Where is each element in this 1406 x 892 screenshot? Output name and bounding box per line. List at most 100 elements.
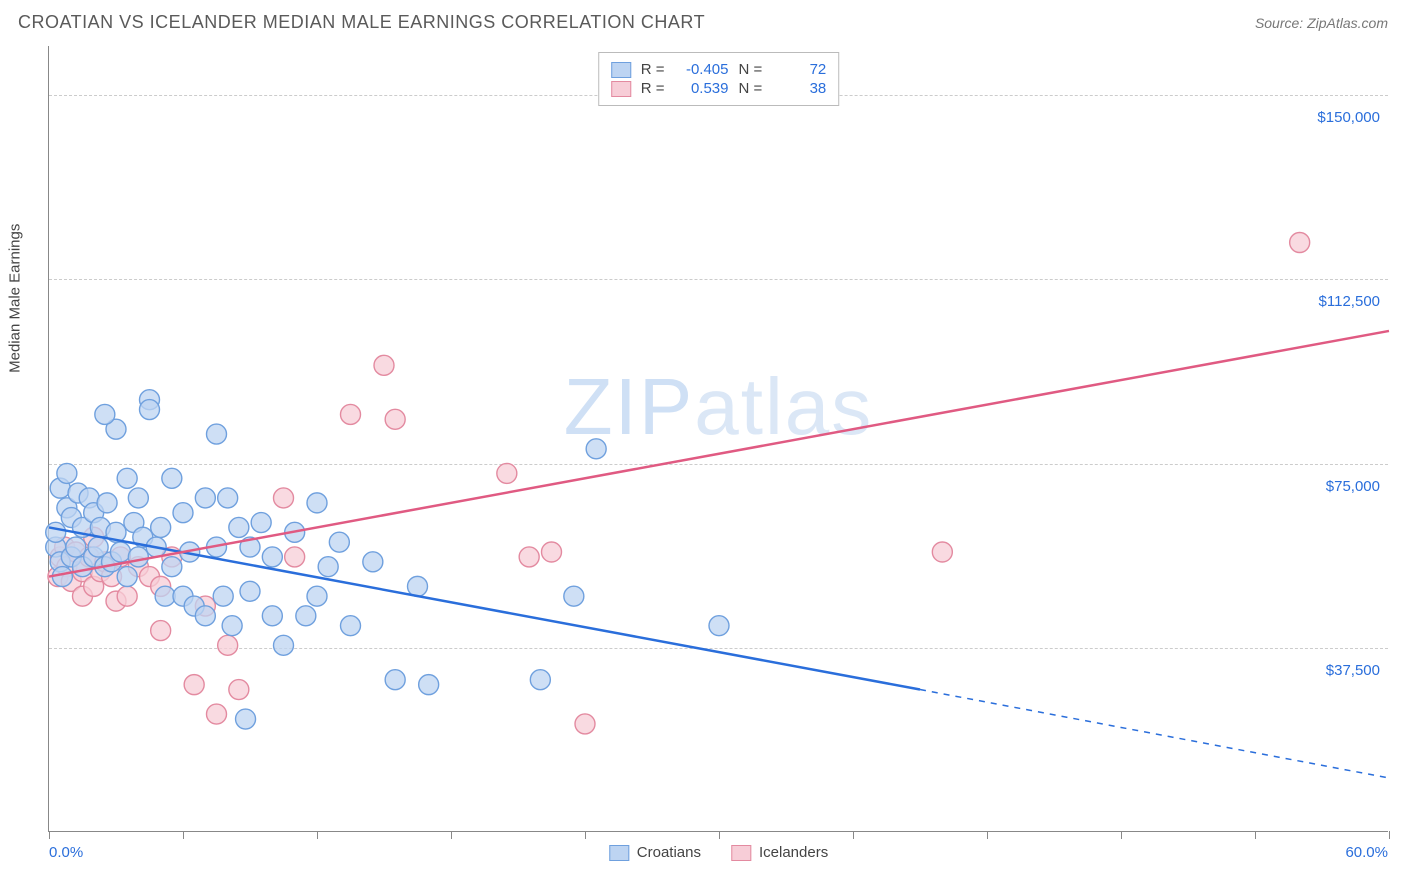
scatter-point-icelanders bbox=[341, 404, 361, 424]
scatter-point-croatians bbox=[207, 424, 227, 444]
regression-line-icelanders bbox=[49, 331, 1389, 577]
scatter-point-icelanders bbox=[932, 542, 952, 562]
x-tick bbox=[183, 831, 184, 839]
x-tick bbox=[451, 831, 452, 839]
stat-r-label-1: R = bbox=[641, 61, 665, 78]
scatter-point-icelanders bbox=[151, 621, 171, 641]
scatter-point-croatians bbox=[329, 532, 349, 552]
scatter-point-icelanders bbox=[229, 680, 249, 700]
x-tick bbox=[1255, 831, 1256, 839]
swatch-series1 bbox=[611, 62, 631, 78]
chart-title: CROATIAN VS ICELANDER MEDIAN MALE EARNIN… bbox=[18, 12, 705, 33]
x-tick bbox=[49, 831, 50, 839]
scatter-point-croatians bbox=[117, 468, 137, 488]
legend-item-series1: Croatians bbox=[609, 844, 701, 861]
plot-area: Median Male Earnings ZIPatlas R = -0.405… bbox=[48, 46, 1388, 832]
scatter-point-croatians bbox=[151, 517, 171, 537]
x-tick bbox=[585, 831, 586, 839]
scatter-point-croatians bbox=[341, 616, 361, 636]
scatter-point-croatians bbox=[236, 709, 256, 729]
swatch-series2 bbox=[611, 81, 631, 97]
scatter-point-croatians bbox=[262, 606, 282, 626]
scatter-point-croatians bbox=[530, 670, 550, 690]
stat-n-value-2: 38 bbox=[772, 80, 826, 97]
scatter-point-croatians bbox=[307, 493, 327, 513]
scatter-point-icelanders bbox=[117, 586, 137, 606]
legend-item-series2: Icelanders bbox=[731, 844, 828, 861]
scatter-point-icelanders bbox=[575, 714, 595, 734]
y-tick-label: $37,500 bbox=[1326, 662, 1380, 679]
scatter-point-croatians bbox=[307, 586, 327, 606]
x-axis-end-label: 60.0% bbox=[1345, 844, 1388, 861]
y-tick-label: $75,000 bbox=[1326, 478, 1380, 495]
stat-n-label-1: N = bbox=[739, 61, 763, 78]
x-tick bbox=[317, 831, 318, 839]
stat-row-series1: R = -0.405 N = 72 bbox=[611, 61, 827, 78]
chart-header: CROATIAN VS ICELANDER MEDIAN MALE EARNIN… bbox=[18, 12, 1388, 33]
stat-n-value-1: 72 bbox=[772, 61, 826, 78]
scatter-point-croatians bbox=[46, 522, 66, 542]
stat-r-value-1: -0.405 bbox=[675, 61, 729, 78]
scatter-point-croatians bbox=[97, 493, 117, 513]
scatter-point-croatians bbox=[222, 616, 242, 636]
scatter-point-croatians bbox=[363, 552, 383, 572]
scatter-point-croatians bbox=[95, 404, 115, 424]
scatter-point-icelanders bbox=[542, 542, 562, 562]
regression-extrapolate-croatians bbox=[920, 690, 1389, 778]
stat-r-label-2: R = bbox=[641, 80, 665, 97]
scatter-point-croatians bbox=[128, 488, 148, 508]
scatter-point-croatians bbox=[173, 503, 193, 523]
scatter-point-croatians bbox=[110, 542, 130, 562]
scatter-point-croatians bbox=[162, 557, 182, 577]
source-attribution: Source: ZipAtlas.com bbox=[1255, 15, 1388, 31]
x-axis-start-label: 0.0% bbox=[49, 844, 83, 861]
bottom-legend: Croatians Icelanders bbox=[609, 844, 828, 861]
scatter-point-croatians bbox=[586, 439, 606, 459]
stat-r-value-2: 0.539 bbox=[675, 80, 729, 97]
scatter-point-croatians bbox=[709, 616, 729, 636]
scatter-point-croatians bbox=[408, 576, 428, 596]
scatter-point-croatians bbox=[296, 606, 316, 626]
scatter-point-croatians bbox=[140, 400, 160, 420]
scatter-point-croatians bbox=[251, 513, 271, 533]
correlation-stat-box: R = -0.405 N = 72 R = 0.539 N = 38 bbox=[598, 52, 840, 106]
scatter-point-croatians bbox=[117, 567, 137, 587]
legend-label-series1: Croatians bbox=[637, 844, 701, 861]
scatter-point-icelanders bbox=[385, 409, 405, 429]
scatter-point-icelanders bbox=[374, 355, 394, 375]
scatter-point-icelanders bbox=[184, 675, 204, 695]
x-tick bbox=[719, 831, 720, 839]
x-tick bbox=[1121, 831, 1122, 839]
scatter-point-croatians bbox=[318, 557, 338, 577]
y-tick-label: $150,000 bbox=[1317, 109, 1380, 126]
scatter-point-icelanders bbox=[1290, 233, 1310, 253]
scatter-point-croatians bbox=[195, 488, 215, 508]
scatter-point-croatians bbox=[66, 537, 86, 557]
scatter-point-croatians bbox=[162, 468, 182, 488]
y-tick-label: $112,500 bbox=[1319, 293, 1380, 310]
chart-svg bbox=[49, 46, 1388, 831]
scatter-point-croatians bbox=[218, 488, 238, 508]
legend-label-series2: Icelanders bbox=[759, 844, 828, 861]
scatter-point-icelanders bbox=[218, 635, 238, 655]
x-tick bbox=[987, 831, 988, 839]
scatter-point-croatians bbox=[195, 606, 215, 626]
scatter-point-icelanders bbox=[285, 547, 305, 567]
scatter-point-icelanders bbox=[274, 488, 294, 508]
stat-n-label-2: N = bbox=[739, 80, 763, 97]
scatter-point-croatians bbox=[213, 586, 233, 606]
scatter-point-icelanders bbox=[497, 463, 517, 483]
stat-row-series2: R = 0.539 N = 38 bbox=[611, 80, 827, 97]
scatter-point-croatians bbox=[564, 586, 584, 606]
legend-swatch-series1 bbox=[609, 845, 629, 861]
scatter-point-croatians bbox=[128, 547, 148, 567]
scatter-point-croatians bbox=[57, 463, 77, 483]
scatter-point-croatians bbox=[262, 547, 282, 567]
x-tick bbox=[853, 831, 854, 839]
scatter-point-icelanders bbox=[519, 547, 539, 567]
scatter-point-croatians bbox=[155, 586, 175, 606]
scatter-point-icelanders bbox=[207, 704, 227, 724]
x-tick bbox=[1389, 831, 1390, 839]
scatter-point-croatians bbox=[419, 675, 439, 695]
scatter-point-croatians bbox=[274, 635, 294, 655]
